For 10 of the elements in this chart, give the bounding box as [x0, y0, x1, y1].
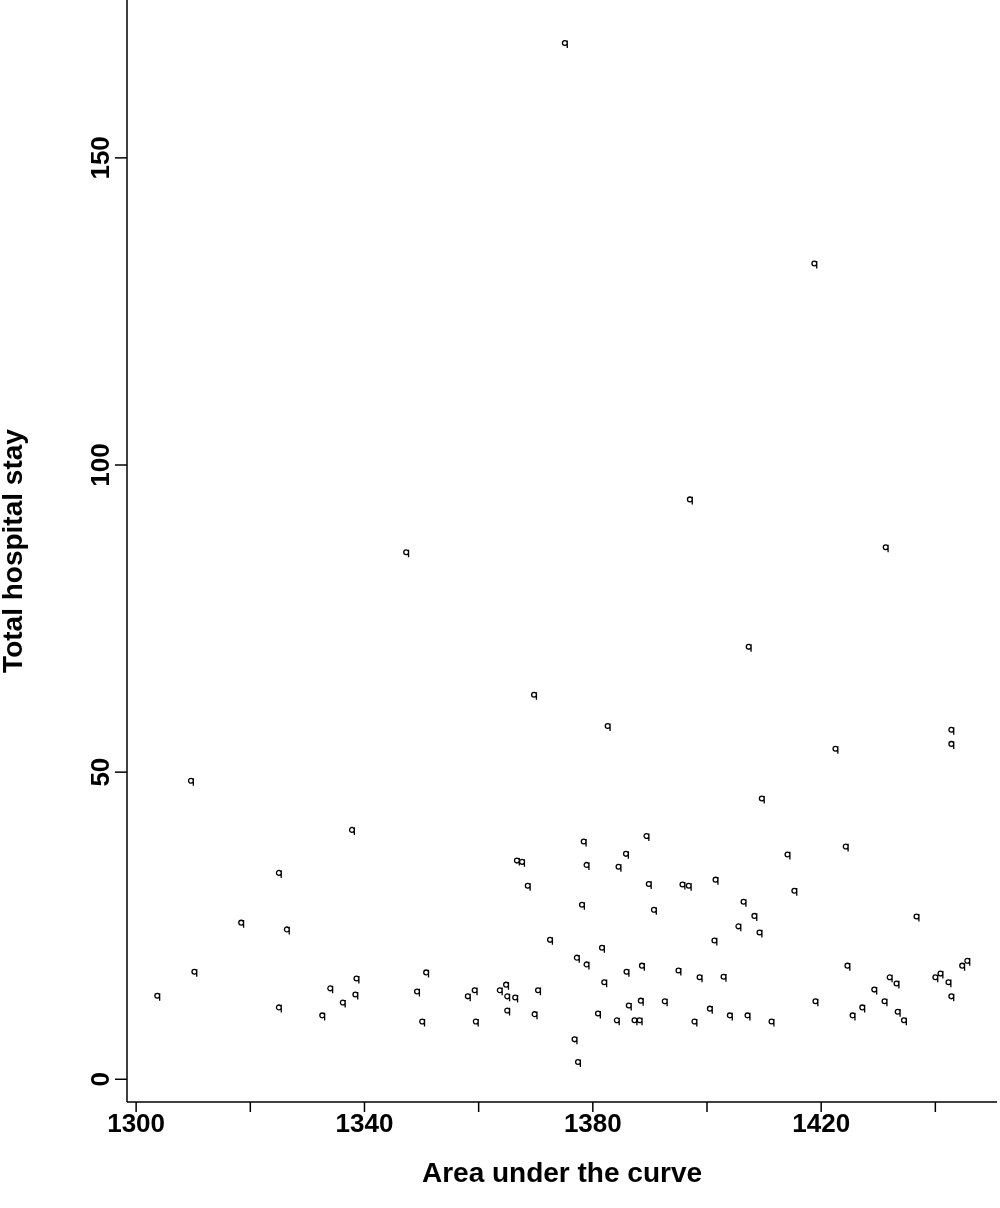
x-tick-label: 1300	[107, 1108, 166, 1139]
y-tick-label: 150	[85, 136, 115, 180]
x-tick-label: 1420	[792, 1108, 851, 1139]
x-tick-label: 1380	[563, 1108, 622, 1139]
y-tick-label: 50	[85, 757, 115, 787]
x-axis-title: Area under the curve	[421, 1157, 703, 1188]
y-axis-title: Total hospital stay	[0, 428, 28, 673]
y-tick-label: 0	[85, 1072, 115, 1087]
y-tick-label: 100	[85, 443, 115, 487]
x-tick-label: 1340	[335, 1108, 394, 1139]
